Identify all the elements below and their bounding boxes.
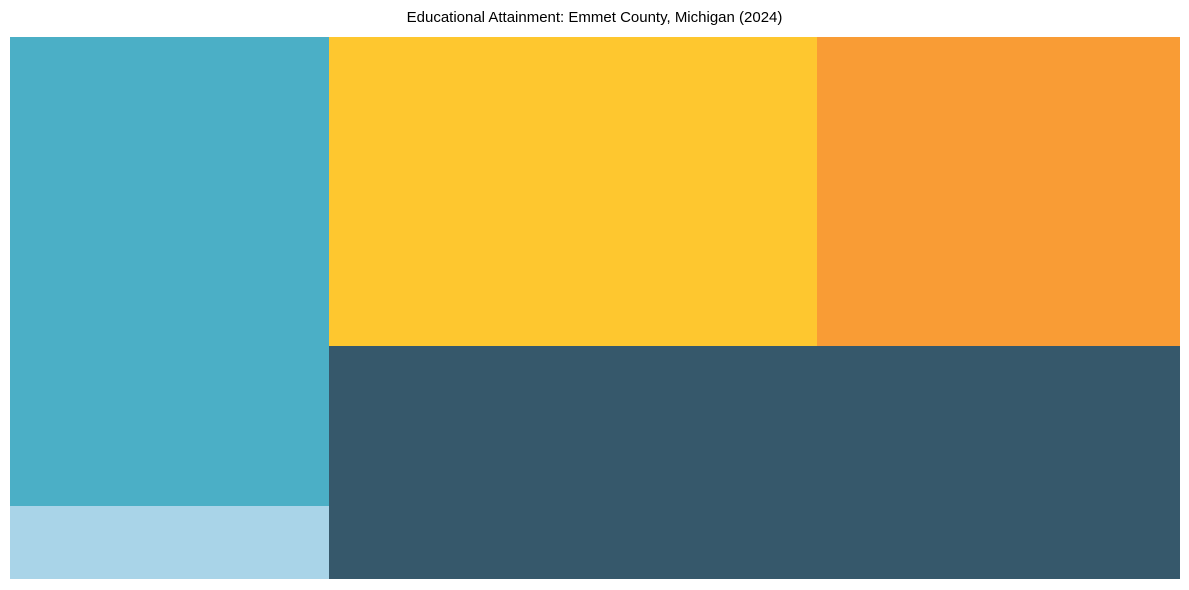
treemap-plot-area — [10, 37, 1180, 579]
treemap-tile-orange[interactable] — [817, 37, 1180, 346]
chart-title: Educational Attainment: Emmet County, Mi… — [406, 9, 783, 26]
treemap-tile-teal[interactable] — [10, 37, 329, 506]
treemap-tile-light-blue[interactable] — [10, 506, 329, 579]
treemap-tile-yellow[interactable] — [329, 37, 817, 346]
treemap-tile-dark-slate[interactable] — [329, 346, 1180, 579]
